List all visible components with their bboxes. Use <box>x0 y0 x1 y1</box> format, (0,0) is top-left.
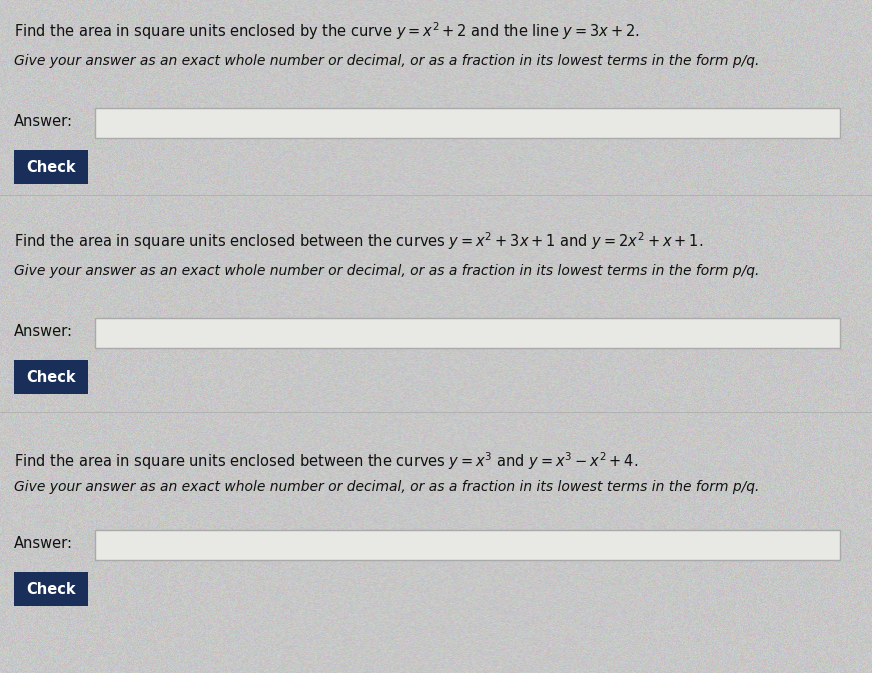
FancyBboxPatch shape <box>95 530 840 560</box>
Text: Give your answer as an exact whole number or decimal, or as a fraction in its lo: Give your answer as an exact whole numbe… <box>14 54 760 68</box>
Text: Find the area in square units enclosed between the curves $y = x^2 + 3x + 1$ and: Find the area in square units enclosed b… <box>14 230 703 252</box>
Text: Check: Check <box>26 581 76 596</box>
Text: Answer:: Answer: <box>14 536 73 551</box>
FancyBboxPatch shape <box>95 108 840 138</box>
FancyBboxPatch shape <box>95 318 840 348</box>
Text: Find the area in square units enclosed between the curves $y = x^3$ and $y = x^3: Find the area in square units enclosed b… <box>14 450 638 472</box>
FancyBboxPatch shape <box>14 572 88 606</box>
Text: Check: Check <box>26 369 76 384</box>
FancyBboxPatch shape <box>14 360 88 394</box>
Text: Check: Check <box>26 160 76 174</box>
Text: Answer:: Answer: <box>14 114 73 129</box>
FancyBboxPatch shape <box>14 150 88 184</box>
Text: Find the area in square units enclosed by the curve $y = x^2 + 2$ and the line $: Find the area in square units enclosed b… <box>14 20 640 42</box>
Text: Give your answer as an exact whole number or decimal, or as a fraction in its lo: Give your answer as an exact whole numbe… <box>14 264 760 278</box>
Text: Answer:: Answer: <box>14 324 73 339</box>
Text: Give your answer as an exact whole number or decimal, or as a fraction in its lo: Give your answer as an exact whole numbe… <box>14 480 760 494</box>
